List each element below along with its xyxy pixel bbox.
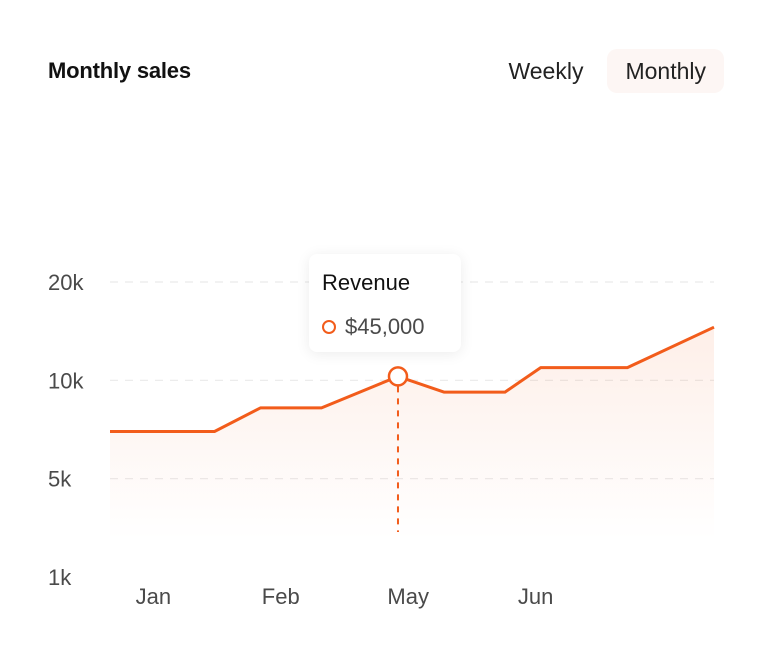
- x-tick-label: Feb: [262, 584, 300, 609]
- highlight-point[interactable]: [387, 366, 409, 387]
- revenue-area: [110, 327, 714, 540]
- revenue-line: [110, 325, 715, 433]
- chart-title: Monthly sales: [48, 58, 191, 83]
- tooltip-title: Revenue: [322, 270, 411, 295]
- y-tick-label: 1k: [48, 565, 72, 590]
- y-tick-label: 10k: [48, 368, 84, 393]
- tooltip-value: $45,000: [345, 314, 425, 339]
- x-tick-label: May: [387, 584, 429, 609]
- monthly-toggle-button[interactable]: Monthly: [607, 49, 724, 93]
- series-marker-icon: [322, 320, 336, 334]
- tooltip-row: $45,000: [322, 314, 425, 340]
- revenue-tooltip: Revenue $45,000: [309, 254, 461, 352]
- y-tick-label: 5k: [48, 467, 72, 492]
- weekly-toggle-button[interactable]: Weekly: [490, 49, 601, 93]
- y-tick-label: 20k: [48, 270, 84, 295]
- x-tick-label: Jan: [136, 584, 171, 609]
- period-toggle: Weekly Monthly: [490, 48, 724, 94]
- x-tick-label: Jun: [518, 584, 553, 609]
